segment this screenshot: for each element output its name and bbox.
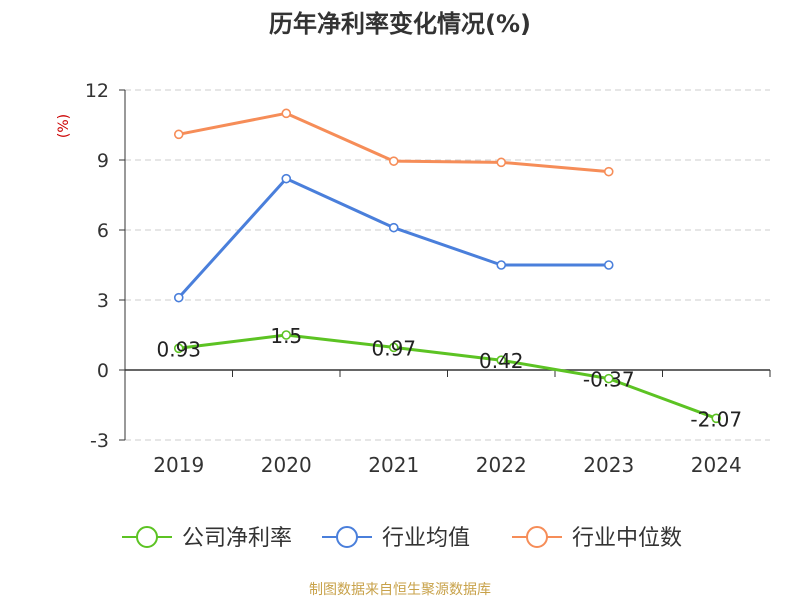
- x-tick-label: 2022: [476, 453, 527, 477]
- legend-label: 行业中位数: [572, 526, 682, 551]
- data-point: [173, 292, 184, 303]
- y-tick-label: 6: [97, 220, 109, 242]
- data-label: -2.07: [690, 407, 742, 431]
- y-tick-label: 0: [97, 360, 109, 382]
- data-point: [281, 330, 292, 340]
- data-point: [496, 355, 507, 366]
- data-point: [388, 156, 399, 166]
- legend-label: 公司净利率: [182, 526, 292, 551]
- data-point: [603, 373, 614, 384]
- axis-layer: 12 9 6 3 0 -3 2019 2020 2021 2022 2023 2024: [85, 80, 771, 477]
- y-tick-label: 3: [97, 290, 109, 312]
- y-axis-unit-label: (%): [56, 114, 72, 138]
- chart-title: 历年净利率变化情况(%): [269, 10, 531, 38]
- data-point: [281, 108, 292, 119]
- y-tick-label: -3: [90, 430, 109, 452]
- data-label: 0.42: [479, 349, 524, 373]
- x-tick-label: 2020: [261, 453, 312, 477]
- x-tick-label: 2023: [583, 453, 634, 477]
- y-tick-label: 9: [97, 150, 109, 172]
- data-point: [496, 260, 507, 270]
- x-tick-label: 2024: [691, 453, 742, 477]
- data-point: [711, 413, 722, 424]
- data-point: [603, 260, 614, 270]
- x-tick-label: 2021: [368, 453, 419, 477]
- legend-marker: [336, 526, 358, 548]
- data-point: [496, 157, 507, 168]
- x-tick-label: 2019: [153, 453, 204, 477]
- data-point: [388, 342, 399, 353]
- data-point: [388, 222, 399, 233]
- data-point: [173, 129, 184, 140]
- legend-item-1[interactable]: 行业均值: [322, 526, 470, 551]
- data-label: 0.97: [371, 336, 416, 360]
- data-label: 1.5: [270, 324, 302, 348]
- legend-marker: [136, 526, 158, 548]
- legend-item-0[interactable]: 公司净利率: [122, 526, 292, 551]
- series-line-1: [177, 177, 609, 299]
- data-label: -0.37: [583, 368, 635, 392]
- grid-layer: [125, 89, 770, 441]
- data-label-layer: 0.93 1.5 0.97 0.42 -0.37 -2.07: [156, 324, 742, 431]
- series-layer: [173, 108, 722, 424]
- data-label: 0.93: [156, 337, 201, 361]
- legend-marker: [526, 526, 548, 548]
- source-note: 制图数据来自恒生聚源数据库: [309, 582, 491, 598]
- legend-item-2[interactable]: 行业中位数: [512, 526, 682, 551]
- legend-label: 行业均值: [382, 526, 470, 551]
- legend: 公司净利率 行业均值 行业中位数: [122, 526, 682, 551]
- data-point: [173, 343, 184, 354]
- data-point: [281, 173, 292, 184]
- data-point: [603, 166, 614, 177]
- series-line-0: [178, 333, 717, 420]
- y-tick-label: 12: [85, 80, 109, 102]
